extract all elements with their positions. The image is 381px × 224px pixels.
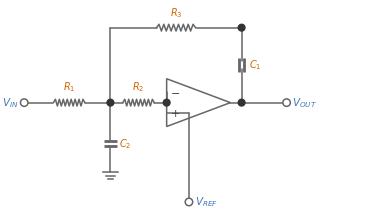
Text: $R_2$: $R_2$: [132, 81, 145, 94]
Circle shape: [283, 99, 290, 106]
Text: $+$: $+$: [170, 108, 180, 119]
Text: $C_1$: $C_1$: [249, 58, 261, 72]
Circle shape: [238, 99, 245, 106]
Text: $V_{OUT}$: $V_{OUT}$: [292, 96, 317, 110]
Circle shape: [21, 99, 28, 106]
Text: $V_{REF}$: $V_{REF}$: [195, 195, 218, 209]
Circle shape: [163, 99, 170, 106]
Text: $R_1$: $R_1$: [63, 81, 75, 94]
Circle shape: [107, 99, 114, 106]
Text: $-$: $-$: [170, 87, 180, 97]
Circle shape: [185, 198, 193, 206]
Text: $R_3$: $R_3$: [170, 6, 182, 20]
Circle shape: [238, 24, 245, 31]
Text: $C_2$: $C_2$: [118, 137, 131, 151]
Text: $V_{IN}$: $V_{IN}$: [2, 96, 19, 110]
